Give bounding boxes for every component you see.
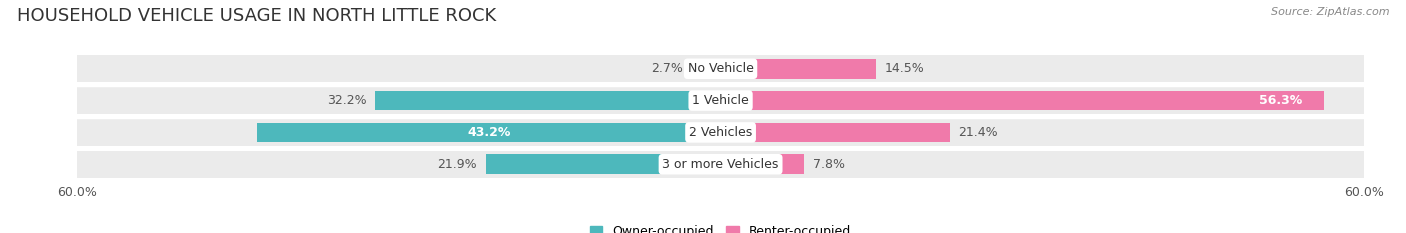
- Bar: [486, 154, 721, 174]
- Text: 1 Vehicle: 1 Vehicle: [692, 94, 749, 107]
- Text: 2.7%: 2.7%: [651, 62, 683, 75]
- Bar: [721, 59, 876, 79]
- Text: 3 or more Vehicles: 3 or more Vehicles: [662, 158, 779, 171]
- Bar: [77, 87, 1364, 114]
- Text: 32.2%: 32.2%: [328, 94, 367, 107]
- Text: No Vehicle: No Vehicle: [688, 62, 754, 75]
- Bar: [257, 123, 721, 142]
- Text: 14.5%: 14.5%: [884, 62, 924, 75]
- Bar: [721, 123, 950, 142]
- Text: 2 Vehicles: 2 Vehicles: [689, 126, 752, 139]
- Bar: [77, 151, 1364, 178]
- Bar: [77, 119, 1364, 146]
- Text: 56.3%: 56.3%: [1260, 94, 1303, 107]
- Bar: [721, 154, 804, 174]
- Text: 7.8%: 7.8%: [813, 158, 845, 171]
- Text: Source: ZipAtlas.com: Source: ZipAtlas.com: [1271, 7, 1389, 17]
- Legend: Owner-occupied, Renter-occupied: Owner-occupied, Renter-occupied: [585, 220, 856, 233]
- Text: HOUSEHOLD VEHICLE USAGE IN NORTH LITTLE ROCK: HOUSEHOLD VEHICLE USAGE IN NORTH LITTLE …: [17, 7, 496, 25]
- Text: 21.9%: 21.9%: [437, 158, 477, 171]
- Bar: [692, 59, 721, 79]
- Bar: [77, 55, 1364, 82]
- Bar: [721, 91, 1324, 110]
- Bar: [375, 91, 721, 110]
- Text: 43.2%: 43.2%: [467, 126, 510, 139]
- Text: 21.4%: 21.4%: [959, 126, 998, 139]
